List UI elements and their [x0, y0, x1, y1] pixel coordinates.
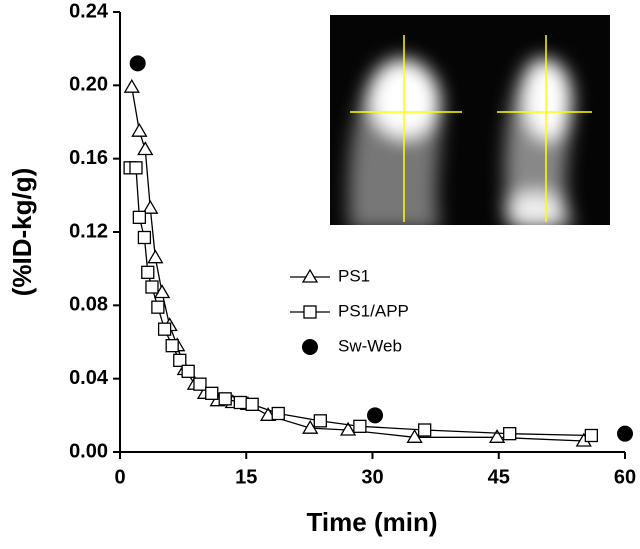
square-marker — [418, 423, 432, 437]
square-marker — [157, 322, 172, 336]
square-marker — [503, 427, 517, 441]
square-marker — [584, 428, 598, 443]
triangle-marker — [488, 429, 506, 443]
triangle-marker — [147, 249, 164, 264]
y-tick-label: 0.16 — [69, 147, 108, 169]
legend-marker — [301, 268, 319, 283]
triangle-marker — [339, 421, 357, 436]
legend-marker — [302, 339, 318, 355]
y-tick-label: 0.08 — [69, 294, 108, 316]
square-marker — [141, 265, 155, 279]
square-marker — [313, 414, 327, 428]
x-tick-label: 0 — [114, 466, 125, 488]
square-marker — [132, 210, 147, 224]
circle-marker — [367, 407, 384, 424]
y-tick-label: 0.20 — [69, 74, 108, 96]
y-tick-label: 0.04 — [69, 367, 109, 389]
square-marker — [165, 339, 179, 353]
square-marker — [193, 377, 207, 391]
circle-marker — [129, 55, 146, 72]
square-marker — [181, 364, 195, 378]
y-tick-label: 0.00 — [69, 440, 108, 462]
legend-marker — [303, 305, 317, 319]
x-tick-label: 45 — [488, 466, 510, 488]
circle-marker — [617, 425, 633, 442]
x-tick-label: 30 — [361, 466, 383, 488]
triangle-marker — [131, 122, 148, 137]
x-axis-title: Time (min) — [307, 507, 438, 537]
triangle-marker — [142, 199, 159, 214]
x-tick-label: 15 — [235, 466, 257, 488]
triangle-marker — [123, 78, 140, 93]
square-marker — [245, 397, 259, 411]
square-marker — [145, 280, 159, 294]
legend-label: Sw-Web — [338, 336, 402, 355]
inset-image — [330, 15, 610, 225]
y-tick-label: 0.12 — [69, 220, 108, 242]
triangle-marker — [137, 141, 154, 156]
x-tick-label: 60 — [614, 466, 636, 488]
legend-label: PS1/APP — [338, 301, 409, 320]
square-marker — [233, 395, 248, 410]
legend-label: PS1 — [338, 266, 370, 285]
square-marker — [271, 406, 285, 421]
y-tick-label: 0.24 — [69, 0, 109, 22]
square-marker — [218, 392, 232, 406]
square-marker — [173, 353, 187, 367]
square-marker — [137, 230, 152, 245]
y-axis-title: (%ID-kg/g) — [7, 168, 37, 297]
square-marker — [353, 419, 367, 433]
square-marker — [151, 300, 165, 314]
square-marker — [205, 386, 219, 400]
square-marker — [129, 161, 143, 175]
